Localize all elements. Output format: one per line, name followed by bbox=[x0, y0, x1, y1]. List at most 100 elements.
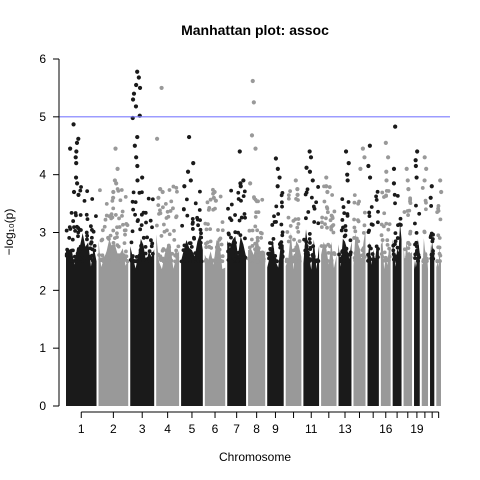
data-point bbox=[278, 241, 283, 246]
data-point bbox=[111, 244, 116, 249]
data-point bbox=[340, 197, 345, 202]
data-point bbox=[185, 213, 190, 218]
data-point bbox=[196, 223, 200, 228]
data-point bbox=[431, 232, 435, 237]
data-point bbox=[348, 238, 353, 243]
data-point bbox=[64, 252, 69, 257]
data-point bbox=[68, 255, 73, 260]
peak-point-chr17 bbox=[393, 124, 398, 129]
data-point bbox=[393, 201, 397, 206]
data-point bbox=[171, 184, 176, 189]
data-point bbox=[174, 185, 179, 190]
data-point bbox=[234, 251, 238, 255]
data-point bbox=[312, 206, 317, 211]
data-point bbox=[387, 222, 392, 227]
peak-point-chr6 bbox=[213, 198, 218, 203]
data-point bbox=[304, 216, 308, 221]
x-tick-label: 11 bbox=[305, 422, 318, 436]
data-point bbox=[437, 236, 442, 240]
data-point bbox=[208, 227, 213, 232]
y-axis-label: −log₁₀(p) bbox=[2, 209, 16, 256]
data-point bbox=[137, 190, 142, 195]
chromosome-band-11 bbox=[303, 229, 320, 406]
data-point bbox=[116, 259, 121, 264]
data-point bbox=[382, 258, 386, 263]
peak-point-chr14 bbox=[358, 166, 363, 171]
data-point bbox=[348, 252, 353, 257]
chromosome-band-4 bbox=[156, 234, 180, 406]
data-point bbox=[356, 218, 360, 223]
x-axis-label: Chromosome bbox=[219, 450, 291, 464]
data-point bbox=[101, 259, 106, 264]
peak-point-chr1 bbox=[71, 122, 76, 127]
x-tick-label: 9 bbox=[272, 422, 279, 436]
data-point bbox=[327, 185, 332, 189]
data-point bbox=[160, 248, 165, 253]
data-point bbox=[379, 252, 384, 256]
data-point bbox=[150, 225, 154, 230]
data-point bbox=[124, 249, 128, 254]
data-point bbox=[436, 245, 441, 250]
peak-point-chr13 bbox=[345, 178, 350, 183]
data-point bbox=[163, 201, 168, 206]
data-point bbox=[268, 246, 273, 251]
data-point bbox=[182, 256, 186, 261]
data-point bbox=[356, 239, 361, 244]
data-point bbox=[415, 248, 419, 253]
data-point bbox=[76, 234, 80, 239]
data-point bbox=[189, 244, 194, 249]
data-point bbox=[376, 209, 380, 214]
data-point bbox=[123, 228, 128, 233]
data-point bbox=[236, 255, 241, 260]
data-point bbox=[323, 255, 328, 260]
data-point bbox=[133, 200, 138, 204]
data-point bbox=[137, 257, 142, 261]
data-point bbox=[341, 252, 346, 256]
data-point bbox=[272, 214, 276, 219]
data-point bbox=[154, 223, 159, 228]
data-point bbox=[267, 256, 271, 261]
data-point bbox=[148, 218, 153, 223]
chromosome-band-21 bbox=[430, 241, 435, 406]
data-point bbox=[319, 225, 324, 230]
data-point bbox=[68, 258, 73, 263]
data-point bbox=[414, 230, 419, 235]
data-point bbox=[384, 221, 389, 226]
data-point bbox=[197, 208, 202, 212]
peak-point-chr8 bbox=[248, 181, 253, 186]
data-point bbox=[280, 204, 284, 209]
data-point bbox=[331, 223, 336, 227]
data-point bbox=[169, 199, 174, 204]
data-point bbox=[84, 230, 89, 235]
data-point bbox=[379, 222, 384, 227]
chromosome-band-6 bbox=[204, 240, 226, 406]
data-point bbox=[103, 217, 108, 222]
data-point bbox=[130, 229, 135, 234]
data-point bbox=[166, 243, 171, 248]
data-point bbox=[227, 243, 232, 247]
data-point bbox=[220, 220, 225, 225]
chromosome-band-9 bbox=[267, 239, 284, 406]
data-point bbox=[392, 192, 397, 197]
peak-point-chr3 bbox=[137, 85, 143, 91]
data-point bbox=[216, 257, 221, 262]
data-point bbox=[243, 215, 247, 220]
data-point bbox=[311, 254, 315, 259]
data-point bbox=[115, 187, 120, 191]
data-point bbox=[417, 255, 422, 260]
data-point bbox=[308, 245, 313, 250]
data-point bbox=[219, 242, 224, 247]
data-point bbox=[430, 239, 435, 244]
data-point bbox=[241, 259, 246, 264]
data-point bbox=[242, 189, 247, 194]
data-point bbox=[110, 249, 115, 253]
peak-point-chr16 bbox=[384, 178, 389, 183]
data-point bbox=[184, 257, 189, 262]
data-point bbox=[179, 259, 184, 264]
peak-point-chr2 bbox=[114, 181, 119, 186]
chromosome-band-2 bbox=[98, 239, 129, 406]
data-point bbox=[119, 255, 124, 260]
data-point bbox=[253, 224, 258, 229]
data-point bbox=[280, 249, 285, 254]
data-point bbox=[424, 207, 428, 212]
